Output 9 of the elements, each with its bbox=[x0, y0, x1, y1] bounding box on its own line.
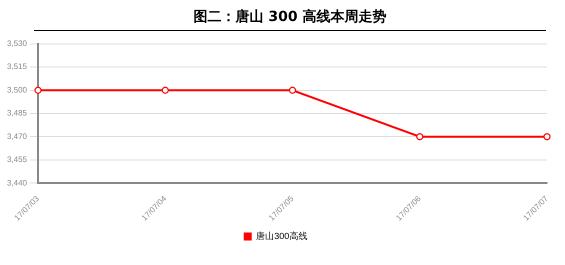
legend-label: 唐山300高线 bbox=[256, 230, 308, 241]
y-tick-label: 3,470 bbox=[6, 132, 28, 141]
y-tick-label: 3,515 bbox=[6, 62, 28, 72]
y-tick-label: 3,530 bbox=[6, 39, 28, 48]
y-tick-label: 3,455 bbox=[6, 155, 28, 164]
chart-title: 图二：唐山 300 高线本周走势 bbox=[34, 8, 546, 31]
y-tick-label: 3,500 bbox=[6, 85, 28, 94]
y-tick-label: 3,485 bbox=[6, 108, 28, 118]
y-tick-label: 3,440 bbox=[6, 178, 28, 188]
